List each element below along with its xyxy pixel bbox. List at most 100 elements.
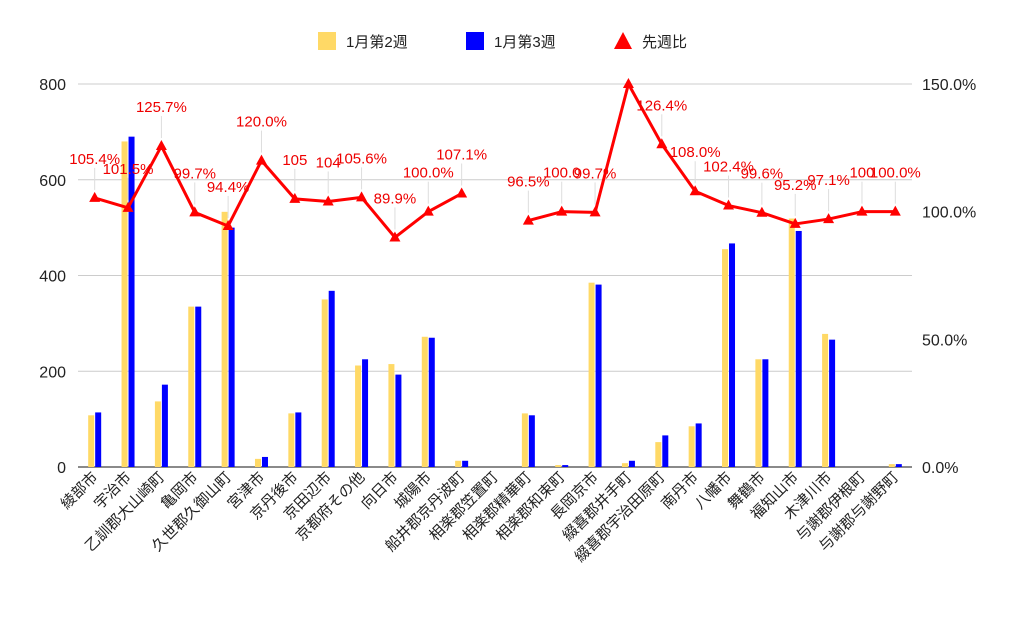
ratio-marker (155, 140, 167, 151)
ratio-marker (389, 231, 401, 242)
ratio-marker (723, 199, 735, 210)
bar-week2 (688, 426, 695, 467)
ratio-data-label: 96.5% (507, 174, 550, 191)
ratio-marker (89, 191, 101, 202)
ratio-marker (622, 78, 634, 88)
bar-week3 (95, 412, 102, 467)
ratio-marker (289, 192, 301, 203)
bar-week3 (729, 243, 736, 467)
legend[interactable]: 1月第2週 1月第3週 先週比 (318, 32, 687, 51)
legend-week2-label: 1月第2週 (346, 33, 408, 51)
data-labels: 105.4%101.5% 125.7% 99.7% 94.4% 120.0% 105 104… (69, 97, 921, 230)
ratio-marker (456, 187, 468, 198)
ratio-marker (255, 154, 267, 165)
bar-week3 (762, 359, 769, 467)
y-left-tick-label: 600 (39, 173, 66, 190)
ratio-marker (122, 201, 134, 212)
legend-week3-swatch (466, 32, 484, 50)
ratio-data-label: 89.9% (374, 190, 417, 207)
bar-week2 (254, 458, 261, 467)
ratio-data-label: 102.4% (703, 159, 754, 176)
ratio-data-label: 101.5% (103, 161, 154, 178)
ratio-data-label: 125.7% (136, 99, 187, 116)
ratio-marker (356, 191, 368, 202)
bar-week2 (288, 413, 295, 467)
bar-week2 (755, 359, 762, 467)
bar-week3 (395, 374, 402, 467)
y-right-tick-label: 100.0% (922, 205, 976, 222)
ratio-line (89, 78, 901, 242)
ratio-marker (689, 185, 701, 196)
ratio-marker (422, 205, 434, 216)
ratio-line-segment (527, 82, 896, 226)
bar-week2 (521, 413, 528, 467)
bar-week3 (628, 460, 635, 467)
bar-week2 (722, 249, 729, 467)
ratio-marker (823, 213, 835, 224)
bar-week2 (455, 460, 462, 467)
bar-week2 (655, 442, 662, 467)
bar-week3 (662, 435, 669, 467)
bar-week3 (462, 460, 469, 467)
bar-week2 (154, 401, 161, 467)
ratio-data-label: 105.4% (69, 151, 120, 168)
bar-week3 (228, 227, 235, 467)
ratio-data-label: 100.0% (870, 165, 921, 182)
axes: 02004006008000.0%50.0%100.0%150.0%綾部市宇治市… (39, 77, 976, 566)
ratio-data-label: 95.2% (774, 177, 817, 194)
x-tick-label: 南丹市 (658, 469, 702, 513)
bar-week2 (188, 306, 195, 467)
bar-week2 (621, 463, 628, 467)
legend-week2[interactable]: 1月第2週 (318, 32, 408, 51)
ratio-marker (222, 219, 234, 230)
ratio-marker (756, 206, 768, 217)
ratio-data-label: 100.0% (403, 165, 454, 182)
ratio-data-label: 99.6% (741, 166, 784, 183)
ratio-marker (522, 214, 534, 225)
bar-week2 (88, 415, 95, 467)
bar-week2 (221, 211, 228, 467)
x-tick-label: 八幡市 (691, 469, 735, 513)
legend-ratio[interactable]: 先週比 (614, 32, 687, 51)
bar-week3 (128, 136, 135, 467)
ratio-marker (889, 205, 901, 216)
ratio-marker (856, 205, 868, 216)
legend-week3[interactable]: 1月第3週 (466, 32, 556, 51)
ratio-marker (556, 205, 568, 216)
bar-week3 (528, 415, 535, 467)
legend-week3-label: 1月第3週 (494, 33, 556, 51)
y-left-tick-label: 400 (39, 269, 66, 286)
y-left-tick-label: 800 (39, 77, 66, 94)
legend-week2-swatch (318, 32, 336, 50)
y-right-tick-label: 50.0% (922, 332, 967, 349)
ratio-data-label: 105 (282, 152, 307, 169)
bar-week3 (695, 423, 702, 467)
bar-week3 (362, 359, 369, 467)
bar-week3 (195, 306, 202, 467)
ratio-data-label: 107.1% (436, 147, 487, 164)
bar-week3 (328, 290, 335, 467)
y-right-tick-label: 150.0% (922, 77, 976, 94)
bars (88, 136, 902, 467)
ratio-data-label: 100 (849, 165, 874, 182)
ratio-marker (789, 217, 801, 228)
bar-week3 (295, 412, 302, 467)
ratio-line-segment (94, 144, 463, 239)
bar-week2 (388, 364, 395, 467)
bar-week2 (555, 465, 562, 467)
bar-week3 (562, 465, 569, 467)
grid (78, 83, 912, 468)
ratio-data-label: 120.0% (236, 114, 287, 131)
ratio-data-label: 104 (316, 154, 341, 171)
ratio-data-label: 99.7% (574, 165, 617, 182)
bar-week2 (321, 299, 328, 467)
bar-week2 (888, 464, 895, 467)
ratio-marker (322, 195, 334, 206)
bar-week2 (788, 218, 795, 467)
ratio-marker (656, 138, 668, 149)
bar-week3 (428, 337, 435, 467)
bar-week3 (595, 284, 602, 467)
bar-week2 (588, 282, 595, 467)
ratio-data-label: 94.4% (207, 179, 250, 196)
